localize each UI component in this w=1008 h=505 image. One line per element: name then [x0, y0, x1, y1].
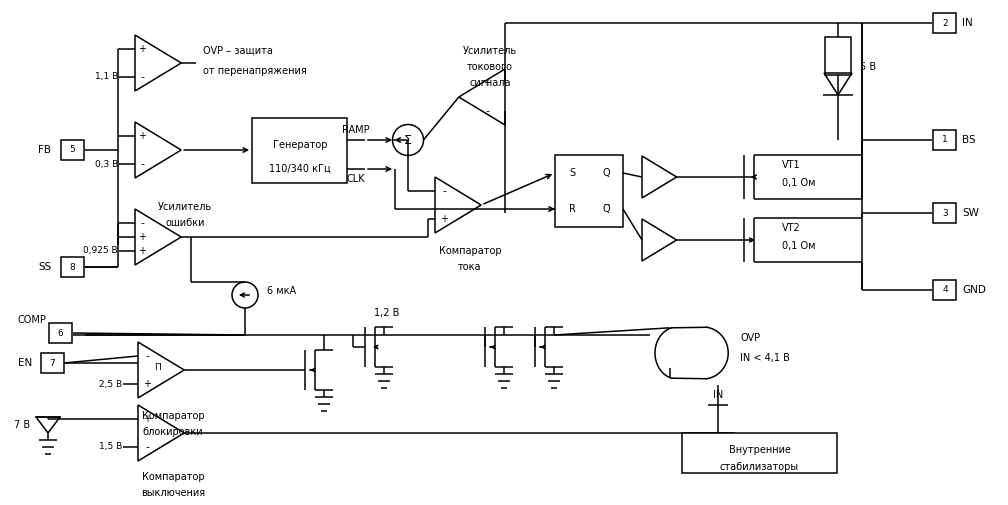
- Text: RAMP: RAMP: [342, 125, 370, 135]
- Text: BS: BS: [962, 135, 976, 145]
- Text: +: +: [483, 78, 491, 88]
- Text: блокировки: блокировки: [143, 427, 204, 437]
- Text: -: -: [140, 218, 144, 228]
- Text: 1,1 В: 1,1 В: [95, 73, 118, 81]
- Text: -: -: [442, 186, 446, 196]
- Text: COMP: COMP: [18, 315, 47, 325]
- Text: -: -: [145, 351, 149, 361]
- Bar: [48, 323, 72, 343]
- Text: 5: 5: [70, 145, 75, 155]
- Text: SS: SS: [38, 262, 51, 272]
- Text: R: R: [569, 204, 576, 214]
- Text: тока: тока: [459, 262, 482, 272]
- Text: IN: IN: [962, 18, 973, 28]
- Text: +: +: [143, 414, 151, 424]
- Text: токового: токового: [467, 62, 513, 72]
- Text: VT1: VT1: [782, 160, 800, 170]
- Text: Генератор: Генератор: [273, 140, 328, 150]
- Text: IN < 4,1 В: IN < 4,1 В: [740, 353, 790, 363]
- Text: 110/340 кГц: 110/340 кГц: [269, 164, 331, 174]
- Text: стабилизаторы: стабилизаторы: [720, 462, 799, 472]
- Text: 2,5 В: 2,5 В: [99, 379, 122, 388]
- Bar: [933, 203, 957, 223]
- Bar: [682, 433, 837, 473]
- Bar: [933, 13, 957, 33]
- Bar: [555, 155, 623, 227]
- Text: -: -: [485, 106, 489, 116]
- Bar: [933, 280, 957, 300]
- Text: GND: GND: [962, 285, 986, 295]
- Text: 0,925 В: 0,925 В: [84, 246, 118, 256]
- Text: 0,1 Ом: 0,1 Ом: [782, 178, 815, 188]
- Text: -: -: [140, 159, 144, 169]
- Text: Усилитель: Усилитель: [463, 46, 517, 56]
- Text: Компаратор: Компаратор: [142, 472, 205, 482]
- Text: 7: 7: [49, 359, 54, 368]
- Text: 4: 4: [942, 285, 948, 294]
- Text: -: -: [145, 442, 149, 452]
- Text: 1: 1: [942, 135, 948, 144]
- Text: Q̅: Q̅: [602, 204, 610, 214]
- Text: IN: IN: [713, 390, 724, 400]
- Text: +: +: [138, 44, 146, 54]
- Text: Компаратор: Компаратор: [142, 411, 205, 421]
- Text: Σ: Σ: [404, 133, 412, 146]
- Text: +: +: [138, 246, 146, 256]
- Text: 3: 3: [942, 209, 948, 218]
- Text: SW: SW: [962, 208, 979, 218]
- Text: +: +: [440, 214, 448, 224]
- Text: от перенапряжения: от перенапряжения: [204, 66, 307, 76]
- Text: EN: EN: [18, 358, 32, 368]
- Text: FB: FB: [38, 145, 51, 155]
- Text: Компаратор: Компаратор: [438, 246, 501, 256]
- Bar: [60, 140, 84, 160]
- Text: выключения: выключения: [141, 488, 205, 498]
- Bar: [933, 130, 957, 150]
- Text: -: -: [140, 72, 144, 82]
- Text: S: S: [569, 168, 575, 178]
- Bar: [40, 353, 64, 373]
- Bar: [60, 257, 84, 277]
- Bar: [825, 37, 851, 75]
- Text: Усилитель: Усилитель: [158, 202, 212, 212]
- Text: 2: 2: [942, 19, 948, 27]
- Bar: [252, 118, 347, 183]
- Text: Q: Q: [602, 168, 610, 178]
- Text: 5 В: 5 В: [860, 62, 876, 72]
- Text: 0,1 Ом: 0,1 Ом: [782, 241, 815, 251]
- Text: VT2: VT2: [782, 223, 800, 233]
- Text: 8: 8: [70, 263, 75, 272]
- Text: 0,3 В: 0,3 В: [95, 160, 118, 169]
- Text: 6 мкА: 6 мкА: [267, 286, 296, 296]
- Text: Π: Π: [154, 364, 161, 373]
- Text: OVP: OVP: [740, 333, 760, 343]
- Text: Внутренние: Внутренние: [729, 445, 790, 455]
- Text: +: +: [138, 232, 146, 242]
- Text: 6: 6: [57, 328, 62, 337]
- Text: OVP – защита: OVP – защита: [204, 46, 273, 56]
- Text: ошибки: ошибки: [165, 218, 205, 228]
- Text: 7 В: 7 В: [14, 420, 30, 430]
- Text: +: +: [143, 379, 151, 389]
- Text: +: +: [138, 131, 146, 141]
- Text: 1,2 В: 1,2 В: [374, 308, 400, 318]
- Text: CLK: CLK: [347, 174, 365, 184]
- Text: сигнала: сигнала: [470, 78, 511, 88]
- Text: 1,5 В: 1,5 В: [99, 442, 122, 451]
